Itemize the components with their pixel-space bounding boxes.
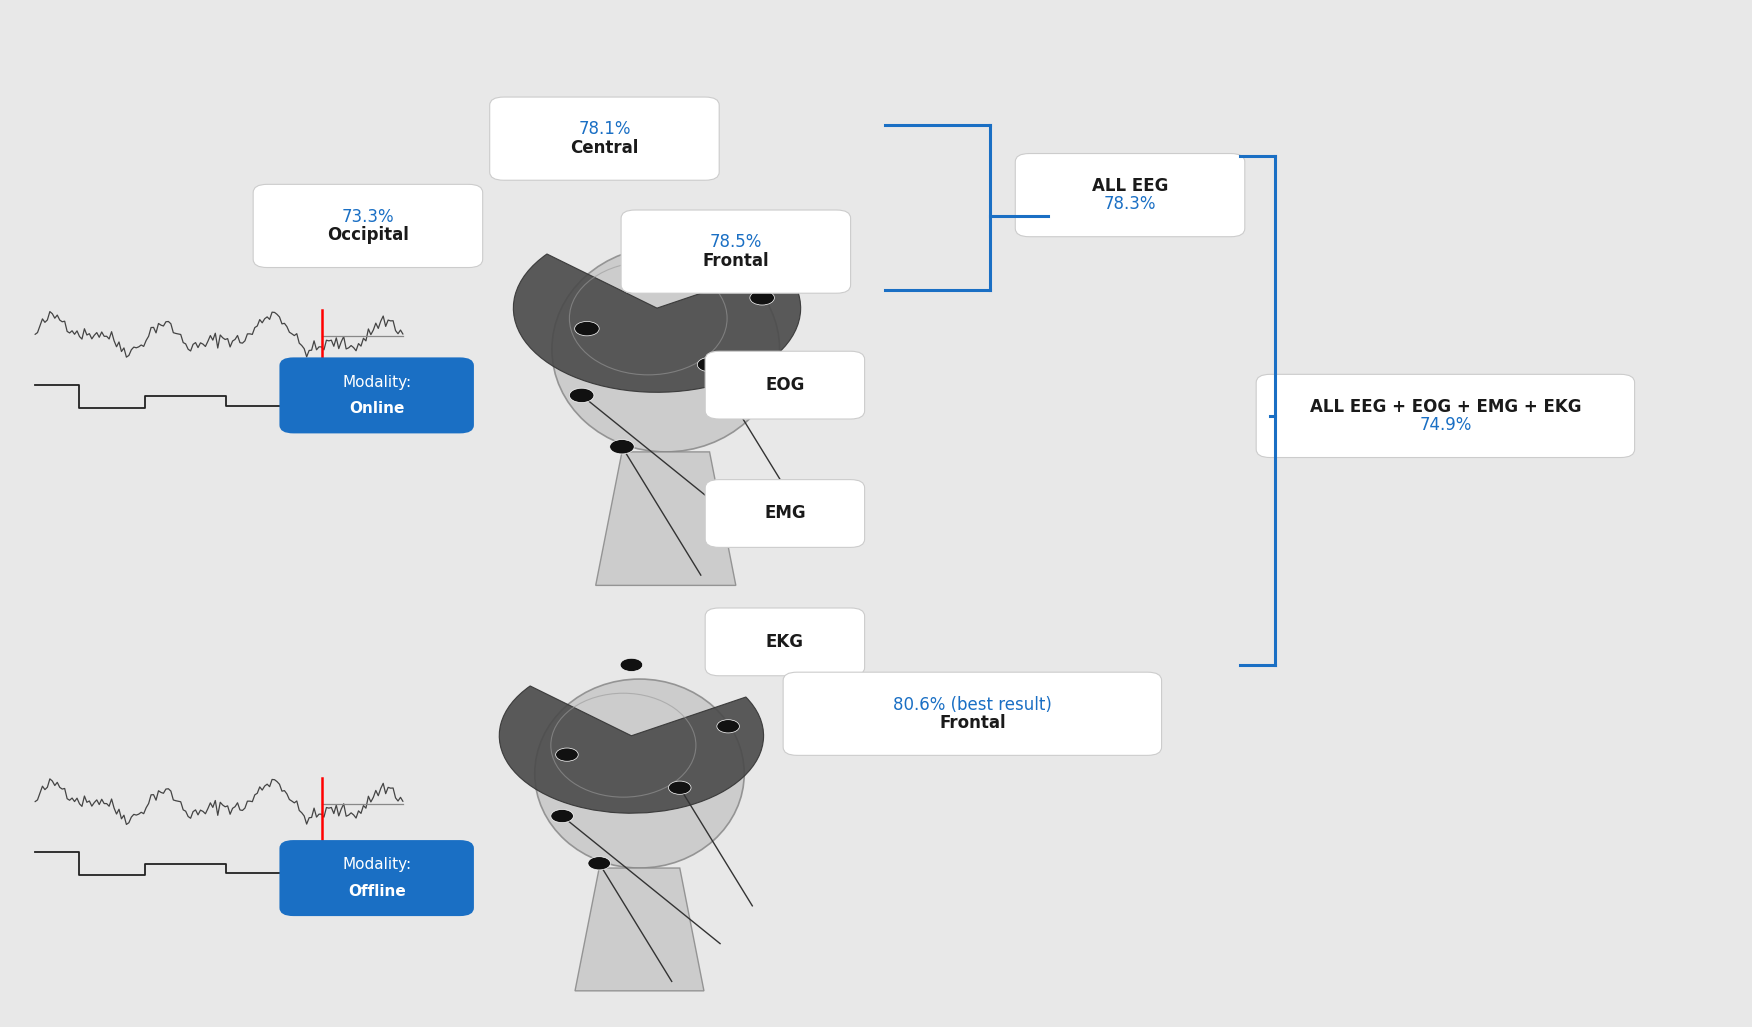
Text: Online: Online — [349, 402, 405, 416]
Wedge shape — [513, 254, 801, 392]
FancyBboxPatch shape — [704, 351, 865, 419]
FancyBboxPatch shape — [279, 840, 473, 916]
Circle shape — [645, 224, 669, 238]
Text: EKG: EKG — [766, 633, 804, 651]
Ellipse shape — [534, 679, 745, 868]
FancyBboxPatch shape — [704, 480, 865, 547]
Text: Frontal: Frontal — [703, 252, 769, 270]
Text: Modality:: Modality: — [342, 375, 412, 389]
Polygon shape — [575, 868, 704, 991]
Circle shape — [569, 388, 594, 403]
Circle shape — [620, 658, 643, 672]
Circle shape — [697, 357, 722, 372]
Text: Frontal: Frontal — [939, 714, 1006, 732]
Circle shape — [717, 720, 739, 733]
Text: 78.1%: 78.1% — [578, 120, 631, 139]
Wedge shape — [499, 686, 764, 813]
FancyBboxPatch shape — [489, 98, 718, 181]
Text: ALL EEG + EOG + EMG + EKG: ALL EEG + EOG + EMG + EKG — [1310, 397, 1580, 416]
Circle shape — [669, 782, 690, 794]
FancyBboxPatch shape — [704, 608, 865, 676]
FancyBboxPatch shape — [279, 357, 473, 433]
Circle shape — [589, 857, 610, 870]
Circle shape — [555, 748, 578, 761]
FancyBboxPatch shape — [783, 673, 1162, 756]
Circle shape — [550, 809, 573, 823]
Text: 73.3%: 73.3% — [342, 207, 394, 226]
Text: Modality:: Modality: — [342, 858, 412, 872]
Polygon shape — [596, 452, 736, 585]
Text: 74.9%: 74.9% — [1419, 416, 1472, 434]
Text: 78.5%: 78.5% — [710, 233, 762, 252]
Text: Occipital: Occipital — [328, 226, 408, 244]
FancyBboxPatch shape — [252, 185, 482, 267]
Text: Central: Central — [569, 139, 639, 157]
FancyBboxPatch shape — [1016, 153, 1244, 236]
FancyBboxPatch shape — [620, 211, 851, 294]
Circle shape — [750, 291, 774, 305]
Text: ALL EEG: ALL EEG — [1091, 177, 1169, 195]
Circle shape — [610, 440, 634, 454]
Text: 80.6% (best result): 80.6% (best result) — [894, 695, 1051, 714]
Text: Offline: Offline — [349, 884, 405, 899]
Ellipse shape — [552, 246, 780, 452]
Text: 78.3%: 78.3% — [1104, 195, 1156, 214]
Text: EOG: EOG — [766, 376, 804, 394]
Text: EMG: EMG — [764, 504, 806, 523]
Circle shape — [575, 321, 599, 336]
FancyBboxPatch shape — [1256, 374, 1635, 458]
